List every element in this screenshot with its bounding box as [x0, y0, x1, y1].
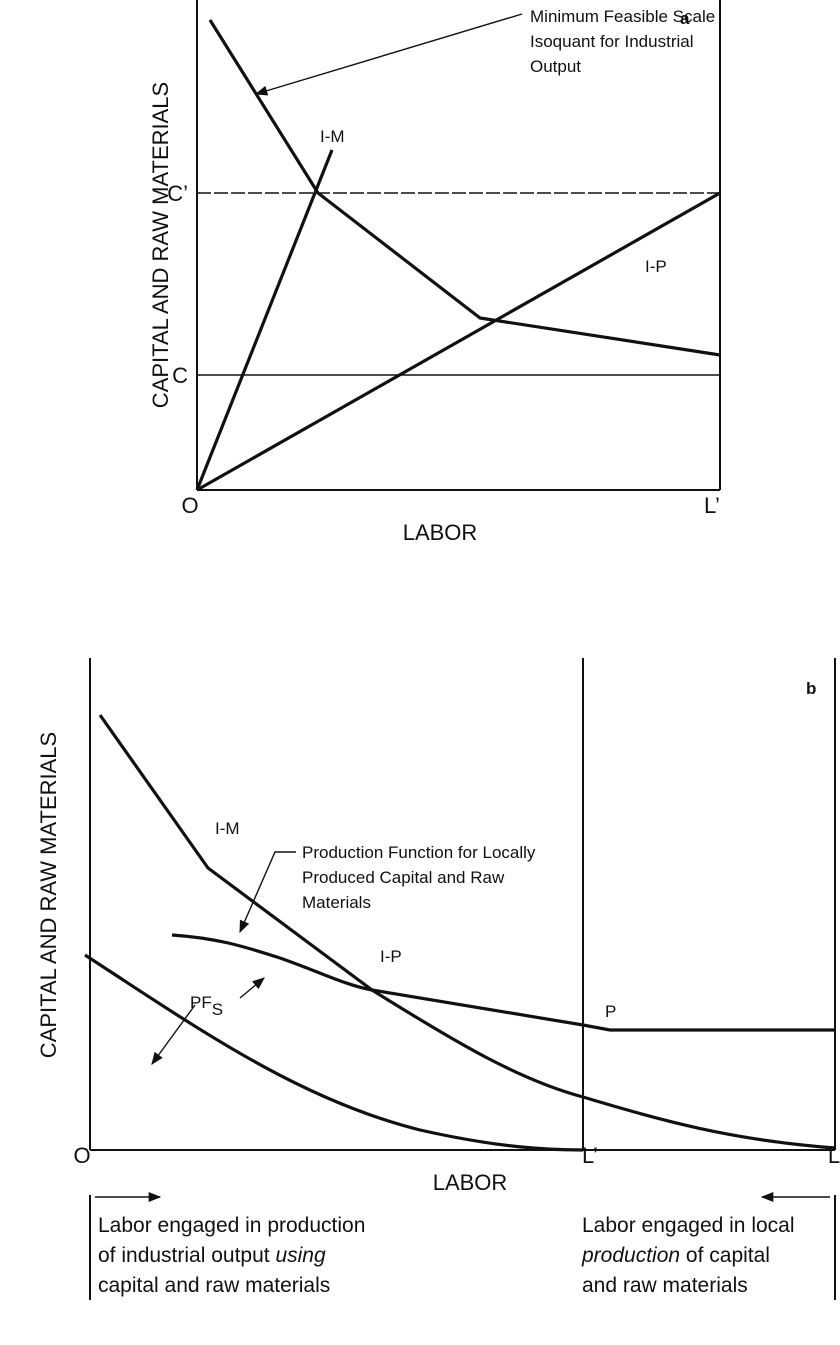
ray	[195, 149, 334, 491]
note: Labor engaged in local	[582, 1214, 795, 1237]
pf-label: PFS	[190, 993, 223, 1019]
level-label: C’	[167, 181, 188, 206]
curve-label: I-P	[380, 947, 402, 966]
x-end-label: L’	[704, 493, 720, 518]
curve-label: I-M	[215, 819, 240, 838]
level-label: C	[172, 363, 188, 388]
origin-label: O	[73, 1143, 90, 1168]
note-italic: using	[275, 1244, 326, 1267]
origin-label: O	[181, 493, 198, 518]
note: and raw materials	[582, 1274, 748, 1297]
note: of industrial output using	[98, 1244, 326, 1267]
ray	[196, 191, 721, 492]
x-mark-label: L	[828, 1143, 840, 1168]
annotation: Isoquant for Industrial	[530, 32, 693, 51]
note: production of capital	[581, 1244, 770, 1267]
annotation: Output	[530, 57, 581, 76]
leader	[239, 851, 296, 934]
note-text: of capital	[686, 1244, 770, 1267]
pf-main: PF	[190, 993, 212, 1012]
x-axis-label: LABOR	[403, 520, 478, 545]
x-axis-label: LABOR	[433, 1170, 508, 1195]
curve-label: P	[605, 1002, 616, 1021]
note: capital and raw materials	[98, 1274, 330, 1297]
curve-label: I-M	[320, 127, 345, 146]
annotation: Minimum Feasible Scale	[530, 7, 715, 26]
x-mark-label: L’	[582, 1143, 598, 1168]
leader	[239, 977, 265, 999]
panel-b: b CAPITAL AND RAW MATERIALS LABOR O L’ L…	[36, 658, 840, 1300]
panel-label: a	[680, 9, 690, 28]
isoquant	[208, 19, 721, 357]
curve-label: I-P	[645, 257, 667, 276]
pf-sub: S	[212, 1000, 223, 1019]
leader	[254, 13, 523, 96]
panel-a: a CAPITAL AND RAW MATERIALS LABOR O L’ C…	[148, 0, 721, 545]
annotation: Materials	[302, 893, 371, 912]
y-axis-label: CAPITAL AND RAW MATERIALS	[36, 732, 61, 1058]
note-italic: production	[581, 1244, 680, 1267]
annotation: Produced Capital and Raw	[302, 868, 505, 887]
annotation: Production Function for Locally	[302, 843, 536, 862]
leader	[151, 1004, 196, 1066]
panel-label: b	[806, 679, 816, 698]
y-axis-label: CAPITAL AND RAW MATERIALS	[148, 82, 173, 408]
production-curve	[171, 933, 835, 1032]
note-text: of industrial output	[98, 1244, 270, 1267]
i-m-curve	[98, 714, 836, 1150]
pf-s-curve	[84, 953, 584, 1152]
note: Labor engaged in production	[98, 1214, 365, 1237]
